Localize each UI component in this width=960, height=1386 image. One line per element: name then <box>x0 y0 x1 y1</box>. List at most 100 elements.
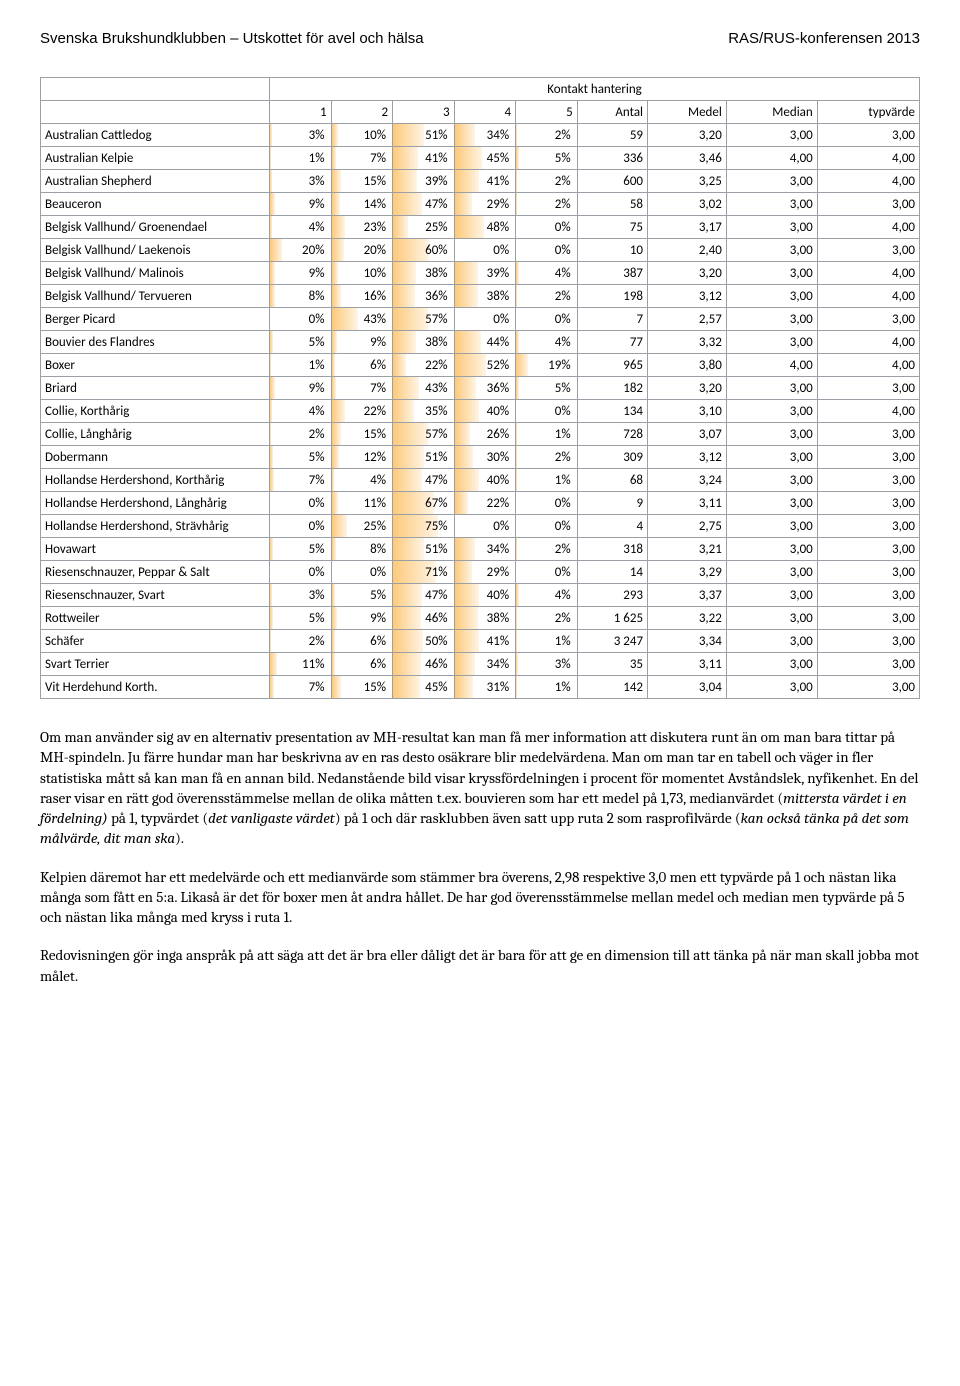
pct-cell: 5% <box>516 147 578 170</box>
antal-cell: 77 <box>577 331 647 354</box>
pct-cell: 29% <box>454 561 516 584</box>
table-row: Riesenschnauzer, Peppar & Salt0%0%71%29%… <box>41 561 920 584</box>
pct-cell: 51% <box>393 446 455 469</box>
pct-cell: 9% <box>331 607 393 630</box>
pct-cell: 0% <box>516 492 578 515</box>
pct-cell: 7% <box>270 469 332 492</box>
pct-cell: 0% <box>516 216 578 239</box>
pct-cell: 1% <box>270 147 332 170</box>
breed-cell: Hollandse Herdershond, Långhårig <box>41 492 270 515</box>
pct-cell: 9% <box>331 331 393 354</box>
pct-cell: 36% <box>454 377 516 400</box>
table-row: Berger Picard0%43%57%0%0%72,573,003,00 <box>41 308 920 331</box>
pct-cell: 0% <box>454 239 516 262</box>
median-cell: 4,00 <box>726 354 817 377</box>
pct-cell: 41% <box>393 147 455 170</box>
pct-cell: 4% <box>270 216 332 239</box>
breed-cell: Australian Cattledog <box>41 124 270 147</box>
pct-cell: 50% <box>393 630 455 653</box>
table-row: Briard9%7%43%36%5%1823,203,003,00 <box>41 377 920 400</box>
pct-cell: 4% <box>270 400 332 423</box>
pct-cell: 6% <box>331 354 393 377</box>
pct-cell: 43% <box>393 377 455 400</box>
antal-cell: 14 <box>577 561 647 584</box>
pct-cell: 38% <box>454 607 516 630</box>
pct-cell: 6% <box>331 630 393 653</box>
pct-cell: 11% <box>331 492 393 515</box>
pct-cell: 0% <box>270 308 332 331</box>
medel-cell: 3,37 <box>648 584 727 607</box>
medel-cell: 3,17 <box>648 216 727 239</box>
median-cell: 3,00 <box>726 653 817 676</box>
antal-cell: 965 <box>577 354 647 377</box>
pct-cell: 12% <box>331 446 393 469</box>
breed-cell: Collie, Korthårig <box>41 400 270 423</box>
pct-cell: 0% <box>516 515 578 538</box>
pct-cell: 9% <box>270 262 332 285</box>
breed-cell: Svart Terrier <box>41 653 270 676</box>
table-row: Collie, Korthårig4%22%35%40%0%1343,103,0… <box>41 400 920 423</box>
typ-cell: 3,00 <box>817 124 919 147</box>
median-cell: 3,00 <box>726 193 817 216</box>
medel-cell: 3,07 <box>648 423 727 446</box>
median-cell: 3,00 <box>726 492 817 515</box>
medel-cell: 3,46 <box>648 147 727 170</box>
typ-cell: 4,00 <box>817 354 919 377</box>
pct-cell: 2% <box>516 538 578 561</box>
typ-cell: 4,00 <box>817 262 919 285</box>
pct-cell: 3% <box>270 584 332 607</box>
table-row: Australian Shepherd3%15%39%41%2%6003,253… <box>41 170 920 193</box>
pct-cell: 6% <box>331 653 393 676</box>
pct-cell: 52% <box>454 354 516 377</box>
pct-cell: 3% <box>516 653 578 676</box>
median-cell: 3,00 <box>726 400 817 423</box>
median-cell: 3,00 <box>726 124 817 147</box>
medel-cell: 3,29 <box>648 561 727 584</box>
pct-cell: 34% <box>454 653 516 676</box>
pct-cell: 36% <box>393 285 455 308</box>
typ-cell: 3,00 <box>817 492 919 515</box>
medel-cell: 3,11 <box>648 653 727 676</box>
pct-cell: 2% <box>516 170 578 193</box>
table-row: Belgisk Vallhund/ Tervueren8%16%36%38%2%… <box>41 285 920 308</box>
antal-cell: 75 <box>577 216 647 239</box>
pct-cell: 38% <box>393 331 455 354</box>
pct-cell: 9% <box>270 193 332 216</box>
pct-cell: 15% <box>331 423 393 446</box>
pct-cell: 0% <box>270 492 332 515</box>
median-cell: 3,00 <box>726 515 817 538</box>
breed-cell: Briard <box>41 377 270 400</box>
table-row: Australian Kelpie1%7%41%45%5%3363,464,00… <box>41 147 920 170</box>
pct-cell: 20% <box>270 239 332 262</box>
blank-header <box>41 78 270 101</box>
pct-cell: 46% <box>393 653 455 676</box>
pct-cell: 23% <box>331 216 393 239</box>
typ-cell: 3,00 <box>817 515 919 538</box>
median-cell: 3,00 <box>726 538 817 561</box>
pct-cell: 40% <box>454 469 516 492</box>
pct-cell: 15% <box>331 676 393 699</box>
table-row: Svart Terrier11%6%46%34%3%353,113,003,00 <box>41 653 920 676</box>
medel-cell: 3,32 <box>648 331 727 354</box>
breed-cell: Collie, Långhårig <box>41 423 270 446</box>
typ-cell: 3,00 <box>817 239 919 262</box>
pct-cell: 4% <box>516 584 578 607</box>
paragraph-2: Kelpien däremot har ett medelvärde och e… <box>40 867 920 928</box>
typ-cell: 3,00 <box>817 584 919 607</box>
breed-cell: Australian Kelpie <box>41 147 270 170</box>
pct-cell: 0% <box>270 561 332 584</box>
pct-cell: 22% <box>393 354 455 377</box>
paragraph-3: Redovisningen gör inga anspråk på att sä… <box>40 945 920 986</box>
pct-cell: 5% <box>270 538 332 561</box>
typ-cell: 3,00 <box>817 193 919 216</box>
table-row: Beauceron9%14%47%29%2%583,023,003,00 <box>41 193 920 216</box>
pct-cell: 60% <box>393 239 455 262</box>
pct-cell: 1% <box>270 354 332 377</box>
typ-cell: 4,00 <box>817 285 919 308</box>
medel-cell: 3,02 <box>648 193 727 216</box>
table-row: Australian Cattledog3%10%51%34%2%593,203… <box>41 124 920 147</box>
pct-cell: 5% <box>270 607 332 630</box>
antal-cell: 198 <box>577 285 647 308</box>
pct-cell: 8% <box>331 538 393 561</box>
pct-cell: 30% <box>454 446 516 469</box>
